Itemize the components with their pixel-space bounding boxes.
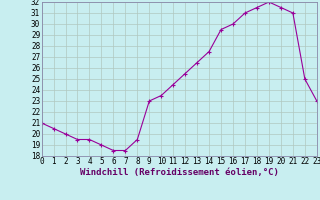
X-axis label: Windchill (Refroidissement éolien,°C): Windchill (Refroidissement éolien,°C) — [80, 168, 279, 177]
